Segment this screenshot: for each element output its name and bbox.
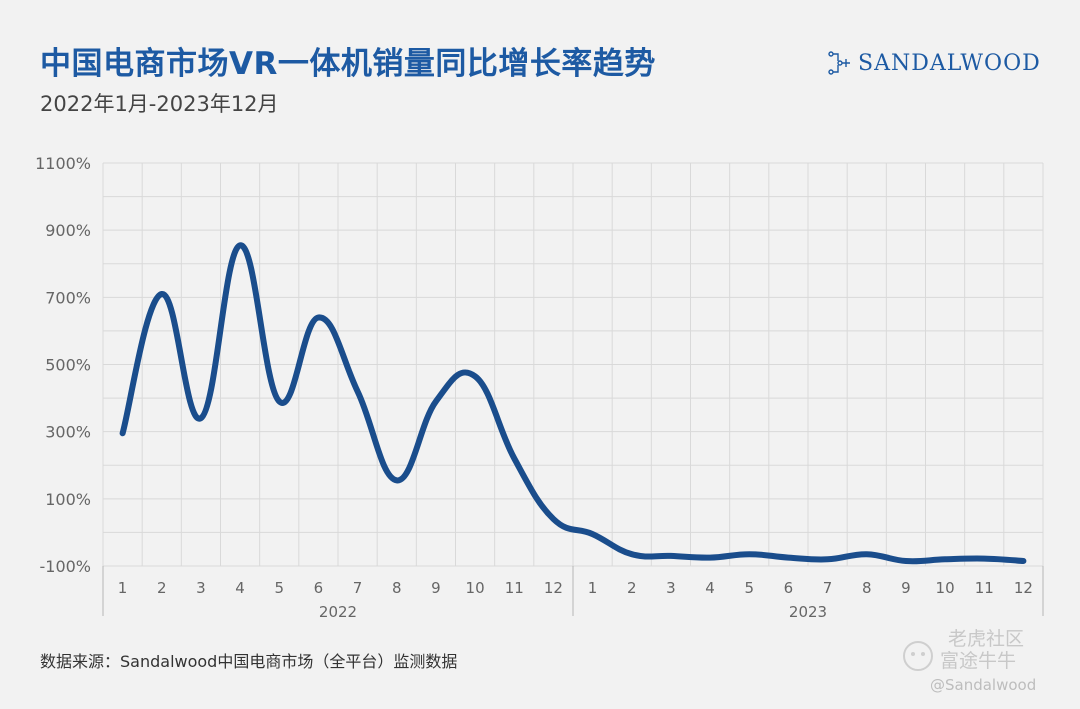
chart-subtitle: 2022年1月-2023年12月 (40, 92, 279, 116)
series-line (119, 242, 1027, 565)
data-point (590, 531, 596, 537)
x-tick-label: 11 (505, 579, 524, 597)
data-point (120, 430, 126, 436)
data-point (237, 242, 243, 248)
y-tick-label: -100% (39, 557, 91, 576)
data-point (159, 291, 165, 297)
brand-logo: SANDALWOOD (826, 48, 1041, 78)
data-point (746, 551, 752, 557)
chart-title: 中国电商市场VR一体机销量同比增长率趋势 (40, 46, 656, 82)
brand-name: SANDALWOOD (858, 50, 1041, 76)
data-point (315, 314, 321, 320)
x-tick-label: 2 (627, 579, 637, 597)
x-tick-label: 3 (666, 579, 676, 597)
x-tick-label: 9 (431, 579, 441, 597)
x-tick-label: 7 (353, 579, 363, 597)
data-point (511, 456, 517, 462)
watermark-line1: 老虎社区 (948, 628, 1025, 650)
watermark-line2: 富途牛牛 (940, 650, 1017, 672)
x-tick-label: 4 (705, 579, 715, 597)
data-point (355, 388, 361, 394)
data-point (981, 556, 987, 562)
data-point (629, 551, 635, 557)
data-point (394, 477, 400, 483)
watermark-logo-icon (903, 641, 933, 671)
watermark-handle: @Sandalwood (930, 676, 1037, 694)
x-tick-label: 8 (862, 579, 872, 597)
data-point (864, 551, 870, 557)
x-tick-label: 3 (196, 579, 206, 597)
data-point (550, 516, 556, 522)
y-tick-label: 1100% (35, 154, 91, 173)
data-point (942, 556, 948, 562)
x-tick-label: 2 (157, 579, 167, 597)
x-tick-label: 6 (784, 579, 794, 597)
x-tick-label: 1 (118, 579, 128, 597)
x-tick-label: 12 (1014, 579, 1033, 597)
y-tick-label: 100% (45, 490, 91, 509)
x-tick-label: 9 (901, 579, 911, 597)
data-point (668, 553, 674, 559)
data-source-note: 数据来源：Sandalwood中国电商市场（全平台）监测数据 (40, 652, 458, 671)
data-point (825, 556, 831, 562)
x-tick-label: 5 (744, 579, 754, 597)
x-tick-label: 10 (466, 579, 485, 597)
x-tick-label: 6 (314, 579, 324, 597)
y-tick-label: 900% (45, 221, 91, 240)
data-point (472, 373, 478, 379)
data-point (433, 398, 439, 404)
x-tick-label: 5 (274, 579, 284, 597)
x-tick-label: 12 (544, 579, 563, 597)
x-tick-label: 10 (936, 579, 955, 597)
x-group-label: 2022 (319, 603, 357, 621)
x-group-label: 2023 (789, 603, 827, 621)
data-point (198, 415, 204, 421)
data-point (903, 558, 909, 564)
data-point (785, 555, 791, 561)
y-tick-label: 700% (45, 288, 91, 307)
x-tick-label: 8 (392, 579, 402, 597)
y-tick-label: 300% (45, 423, 91, 442)
data-point (1020, 558, 1026, 564)
x-tick-label: 4 (235, 579, 245, 597)
y-tick-label: 500% (45, 356, 91, 375)
x-tick-label: 7 (823, 579, 833, 597)
data-point (276, 398, 282, 404)
x-tick-label: 1 (588, 579, 598, 597)
data-point (707, 555, 713, 561)
x-tick-label: 11 (975, 579, 994, 597)
sandalwood-logo-icon (828, 51, 850, 75)
